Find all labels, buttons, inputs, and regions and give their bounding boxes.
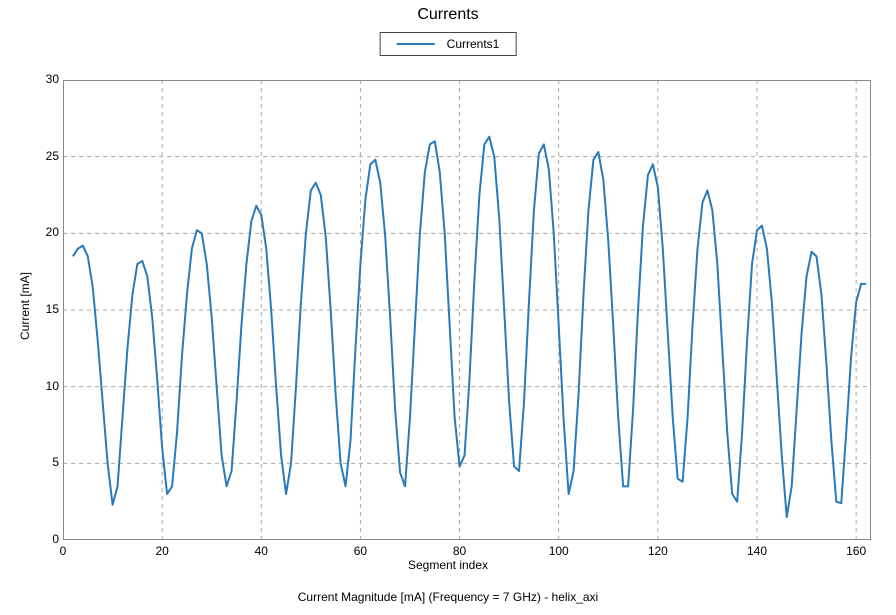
y-tick-label: 5: [31, 455, 59, 469]
x-tick-label: 20: [147, 544, 177, 558]
chart-title: Currents: [0, 6, 896, 24]
x-axis-label: Segment index: [0, 558, 896, 572]
chart-page: { "chart": { "type": "line", "title": "C…: [0, 0, 896, 615]
y-tick-label: 0: [31, 532, 59, 546]
y-tick-label: 20: [31, 225, 59, 239]
legend: Currents1: [380, 32, 517, 56]
x-tick-label: 140: [742, 544, 772, 558]
chart-subtitle: Current Magnitude [mA] (Frequency = 7 GH…: [0, 590, 896, 604]
x-tick-label: 160: [841, 544, 871, 558]
x-tick-label: 40: [246, 544, 276, 558]
legend-label: Currents1: [447, 37, 500, 51]
plot-area: [63, 80, 871, 540]
y-axis-label: Current [mA]: [18, 272, 32, 340]
y-tick-label: 25: [31, 149, 59, 163]
x-tick-label: 100: [544, 544, 574, 558]
x-tick-label: 80: [445, 544, 475, 558]
legend-swatch: [397, 43, 435, 45]
x-tick-label: 60: [345, 544, 375, 558]
y-tick-label: 15: [31, 302, 59, 316]
x-tick-label: 0: [48, 544, 78, 558]
y-tick-label: 10: [31, 379, 59, 393]
x-tick-label: 120: [643, 544, 673, 558]
y-tick-label: 30: [31, 72, 59, 86]
